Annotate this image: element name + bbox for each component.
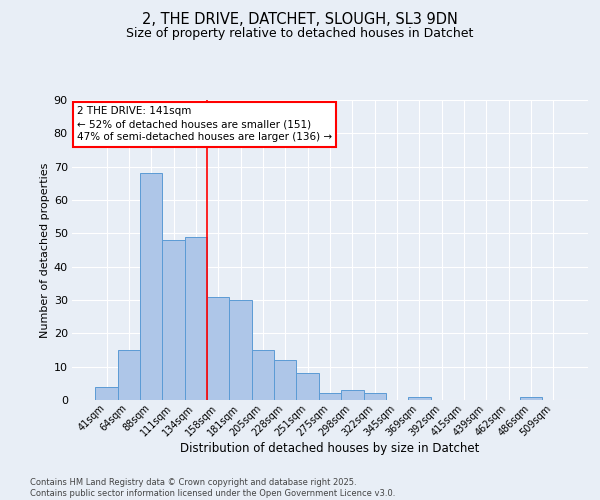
Bar [520,396,542,400]
Bar [207,296,229,400]
Bar [140,174,163,400]
Text: 2, THE DRIVE, DATCHET, SLOUGH, SL3 9DN: 2, THE DRIVE, DATCHET, SLOUGH, SL3 9DN [142,12,458,28]
Bar [296,374,319,400]
Bar [364,394,386,400]
Bar [118,350,140,400]
Bar [408,396,431,400]
Bar [319,394,341,400]
Bar [163,240,185,400]
Bar [252,350,274,400]
Bar [341,390,364,400]
Bar [185,236,207,400]
Text: Contains HM Land Registry data © Crown copyright and database right 2025.
Contai: Contains HM Land Registry data © Crown c… [30,478,395,498]
Bar [274,360,296,400]
Bar [95,386,118,400]
Y-axis label: Number of detached properties: Number of detached properties [40,162,50,338]
Text: 2 THE DRIVE: 141sqm
← 52% of detached houses are smaller (151)
47% of semi-detac: 2 THE DRIVE: 141sqm ← 52% of detached ho… [77,106,332,142]
X-axis label: Distribution of detached houses by size in Datchet: Distribution of detached houses by size … [181,442,479,455]
Bar [229,300,252,400]
Text: Size of property relative to detached houses in Datchet: Size of property relative to detached ho… [127,28,473,40]
